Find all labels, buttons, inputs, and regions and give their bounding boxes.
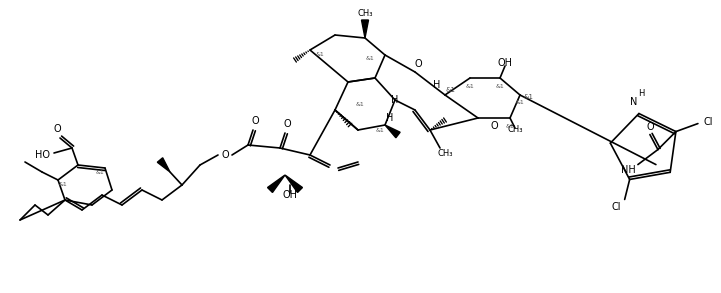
Text: OH: OH bbox=[283, 190, 298, 200]
Polygon shape bbox=[267, 175, 285, 193]
Text: Cl: Cl bbox=[703, 117, 712, 127]
Text: CH₃: CH₃ bbox=[437, 149, 453, 159]
Text: O: O bbox=[53, 124, 61, 134]
Text: O: O bbox=[283, 119, 291, 129]
Text: &1: &1 bbox=[505, 124, 514, 129]
Text: H: H bbox=[386, 113, 394, 123]
Text: &1: &1 bbox=[58, 183, 67, 188]
Text: &1: &1 bbox=[96, 171, 105, 176]
Text: &1: &1 bbox=[355, 103, 364, 108]
Text: &1: &1 bbox=[523, 94, 533, 100]
Text: H: H bbox=[433, 80, 441, 90]
Text: &1: &1 bbox=[366, 55, 374, 60]
Text: CH₃: CH₃ bbox=[508, 125, 523, 134]
Text: O: O bbox=[251, 116, 259, 126]
Text: HO: HO bbox=[35, 150, 50, 160]
Text: OH: OH bbox=[497, 58, 513, 68]
Text: H: H bbox=[392, 95, 399, 105]
Text: &1: &1 bbox=[516, 100, 524, 105]
Polygon shape bbox=[361, 20, 368, 38]
Text: O: O bbox=[414, 59, 422, 69]
Text: O: O bbox=[221, 150, 229, 160]
Text: &1: &1 bbox=[316, 52, 324, 57]
Text: O: O bbox=[646, 122, 654, 132]
Text: H: H bbox=[638, 89, 644, 98]
Text: O: O bbox=[490, 121, 497, 131]
Text: &1: &1 bbox=[495, 84, 505, 88]
Text: &1: &1 bbox=[466, 84, 474, 88]
Polygon shape bbox=[285, 175, 303, 193]
Text: &1: &1 bbox=[445, 87, 455, 93]
Text: &1: &1 bbox=[376, 127, 384, 132]
Text: CH₃: CH₃ bbox=[357, 9, 373, 18]
Text: NH: NH bbox=[621, 165, 635, 175]
Polygon shape bbox=[157, 158, 170, 172]
Polygon shape bbox=[385, 125, 400, 138]
Text: N: N bbox=[630, 96, 637, 107]
Text: Cl: Cl bbox=[612, 202, 622, 212]
